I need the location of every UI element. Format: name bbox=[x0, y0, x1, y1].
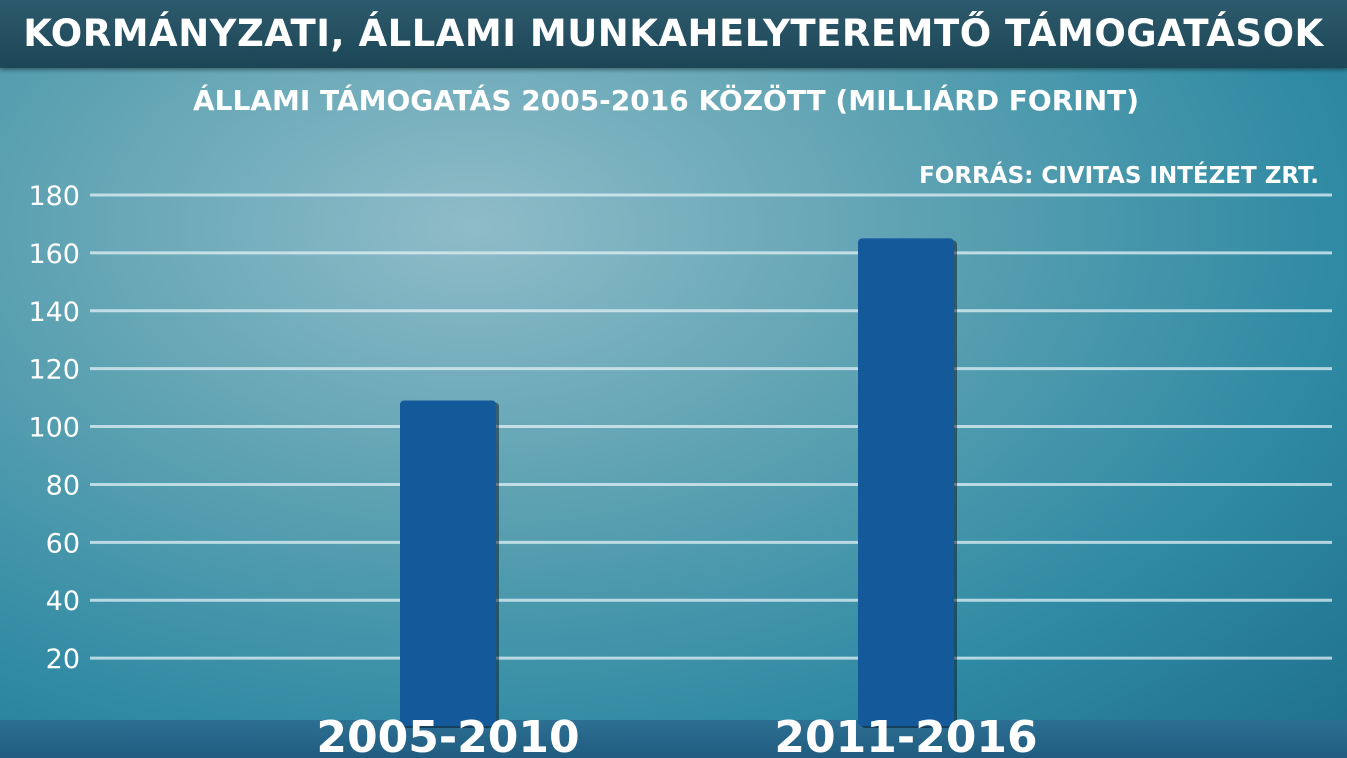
x-tick-label: 2011-2016 bbox=[774, 712, 1037, 758]
bar bbox=[858, 238, 954, 726]
baseline-band bbox=[0, 720, 1347, 758]
x-tick-label: 2005-2010 bbox=[316, 712, 579, 758]
y-tick-label: 40 bbox=[46, 586, 80, 617]
y-tick-label: 180 bbox=[28, 181, 80, 212]
y-tick-label: 140 bbox=[28, 297, 80, 328]
chart-subtitle: ÁLLAMI TÁMOGATÁS 2005-2016 KÖZÖTT (MILLI… bbox=[192, 84, 1140, 117]
y-tick-label: 20 bbox=[46, 644, 80, 675]
bar bbox=[400, 400, 496, 726]
y-tick-label: 160 bbox=[28, 239, 80, 270]
y-tick-label: 120 bbox=[28, 355, 80, 386]
chart-title: KORMÁNYZATI, ÁLLAMI MUNKAHELYTEREMTŐ TÁM… bbox=[23, 12, 1324, 55]
y-tick-label: 80 bbox=[46, 470, 80, 501]
y-tick-label: 100 bbox=[28, 413, 80, 444]
y-tick-label: 60 bbox=[46, 528, 80, 559]
source-note: FORRÁS: CIVITAS INTÉZET ZRT. bbox=[919, 163, 1319, 189]
title-bar bbox=[0, 0, 1347, 68]
